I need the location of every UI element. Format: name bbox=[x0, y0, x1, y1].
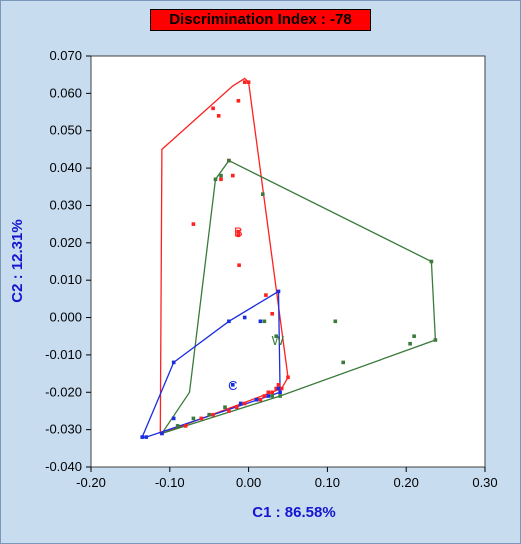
point-c bbox=[254, 397, 259, 402]
x-tick-label: 0.10 bbox=[315, 475, 340, 490]
plot-area bbox=[90, 55, 486, 468]
point-c bbox=[144, 435, 148, 439]
point-b bbox=[236, 233, 241, 238]
point-w bbox=[219, 173, 223, 178]
point-b bbox=[231, 173, 235, 178]
point-b bbox=[216, 114, 221, 118]
point-w bbox=[274, 334, 278, 338]
point-w bbox=[270, 394, 274, 398]
point-w bbox=[333, 319, 338, 324]
y-tick-label: 0.060 bbox=[49, 85, 82, 100]
point-b bbox=[236, 99, 241, 103]
point-w bbox=[223, 405, 227, 409]
point-w bbox=[278, 394, 282, 398]
point-w bbox=[191, 416, 196, 421]
y-axis-title: C2 : 12.31% bbox=[9, 219, 26, 302]
point-b bbox=[279, 386, 284, 391]
point-c bbox=[171, 416, 176, 421]
point-b bbox=[262, 394, 267, 398]
point-b bbox=[276, 383, 281, 387]
point-w bbox=[262, 319, 267, 324]
point-b bbox=[270, 312, 274, 316]
point-b bbox=[199, 416, 204, 421]
point-b bbox=[274, 386, 278, 391]
point-c bbox=[140, 435, 144, 439]
point-b bbox=[183, 424, 188, 428]
y-tick-label: -0.010 bbox=[45, 347, 82, 362]
group-label-c: C bbox=[228, 378, 237, 393]
hull-w bbox=[160, 159, 437, 435]
y-tick-label: -0.030 bbox=[45, 422, 82, 437]
point-w bbox=[261, 192, 265, 196]
point-c bbox=[171, 360, 176, 365]
point-w bbox=[412, 334, 416, 338]
x-tick-label: 0.20 bbox=[394, 475, 419, 490]
point-c bbox=[160, 431, 164, 436]
x-tick-label: -0.20 bbox=[76, 475, 106, 490]
y-tick-label: 0.010 bbox=[49, 272, 82, 287]
data-points bbox=[140, 80, 438, 439]
point-b bbox=[236, 229, 241, 234]
point-b bbox=[286, 375, 290, 380]
point-c bbox=[258, 319, 263, 324]
point-b bbox=[211, 412, 215, 417]
point-b bbox=[270, 390, 274, 395]
y-tick-label: 0.020 bbox=[49, 235, 82, 250]
group-labels: B W C bbox=[228, 225, 284, 393]
point-c bbox=[276, 386, 281, 391]
point-b bbox=[264, 293, 268, 297]
point-w bbox=[213, 177, 218, 182]
point-b bbox=[258, 397, 263, 402]
x-tick-label: -0.10 bbox=[155, 475, 185, 490]
y-tick-label: -0.040 bbox=[45, 459, 82, 474]
point-w bbox=[341, 360, 345, 365]
y-tick-label: 0.000 bbox=[49, 310, 82, 325]
point-w bbox=[207, 412, 211, 417]
point-c bbox=[227, 319, 231, 324]
point-b bbox=[191, 222, 196, 226]
y-tick-label: 0.050 bbox=[49, 123, 82, 138]
point-b bbox=[235, 405, 239, 409]
point-b bbox=[246, 80, 251, 84]
y-tick-label: 0.030 bbox=[49, 197, 82, 212]
chart-title: Discrimination Index : -78 bbox=[150, 9, 371, 31]
point-b bbox=[219, 177, 223, 182]
point-c bbox=[266, 394, 271, 398]
point-w bbox=[433, 338, 438, 342]
point-b bbox=[211, 106, 215, 111]
point-w bbox=[429, 259, 434, 264]
point-b bbox=[242, 80, 247, 84]
point-w bbox=[227, 158, 231, 163]
y-tick-label: 0.070 bbox=[49, 48, 82, 63]
point-b bbox=[227, 409, 231, 413]
group-label-b: B bbox=[234, 225, 243, 240]
point-b bbox=[266, 390, 271, 395]
point-b bbox=[237, 263, 241, 267]
point-c bbox=[276, 289, 281, 294]
point-w bbox=[175, 424, 180, 428]
group-label-w: W bbox=[272, 333, 285, 348]
point-b bbox=[242, 401, 247, 406]
axis-ticks: -0.20 -0.10 0.00 0.10 0.20 0.30 0.070 0.060 0.05… bbox=[45, 48, 498, 490]
point-c bbox=[278, 390, 282, 395]
point-c bbox=[231, 383, 235, 387]
point-w bbox=[408, 341, 412, 346]
y-tick-label: 0.040 bbox=[49, 160, 82, 175]
x-axis-title: C1 : 86.58% bbox=[252, 504, 335, 521]
point-c bbox=[242, 315, 247, 320]
x-tick-label: 0.30 bbox=[472, 475, 497, 490]
x-tick-label: 0.00 bbox=[236, 475, 261, 490]
y-tick-label: -0.020 bbox=[45, 384, 82, 399]
point-c bbox=[238, 401, 243, 406]
